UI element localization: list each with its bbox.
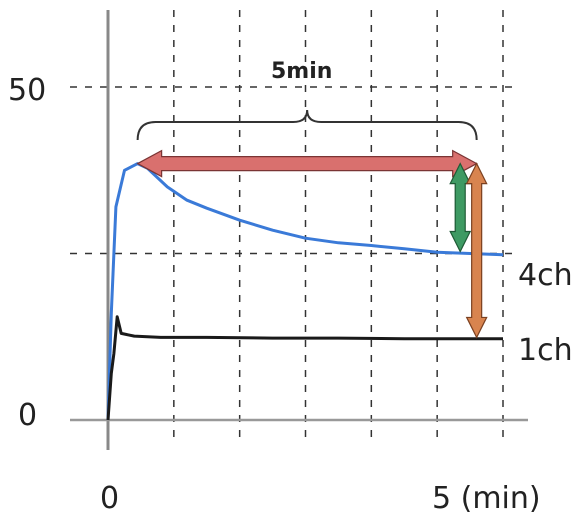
x-tick-label-5min: 5 (min) [432, 481, 541, 513]
span-brace [136, 109, 478, 141]
series-label-1ch: 1ch [518, 333, 573, 368]
drop-arrow-4ch [449, 162, 472, 253]
drop-arrow-1ch [465, 162, 488, 339]
series-line-4ch [106, 162, 504, 421]
grid [70, 10, 518, 445]
series-layer [106, 162, 504, 421]
y-tick-label-50: 50 [8, 73, 46, 108]
span-label-5min: 5min [271, 59, 332, 84]
series-line-1ch [106, 315, 503, 421]
span-arrow [136, 149, 478, 178]
y-tick-label-0: 0 [18, 398, 37, 433]
series-label-4ch: 4ch [518, 258, 573, 293]
annotation-layer [136, 109, 488, 339]
x-tick-label-0: 0 [100, 481, 119, 513]
